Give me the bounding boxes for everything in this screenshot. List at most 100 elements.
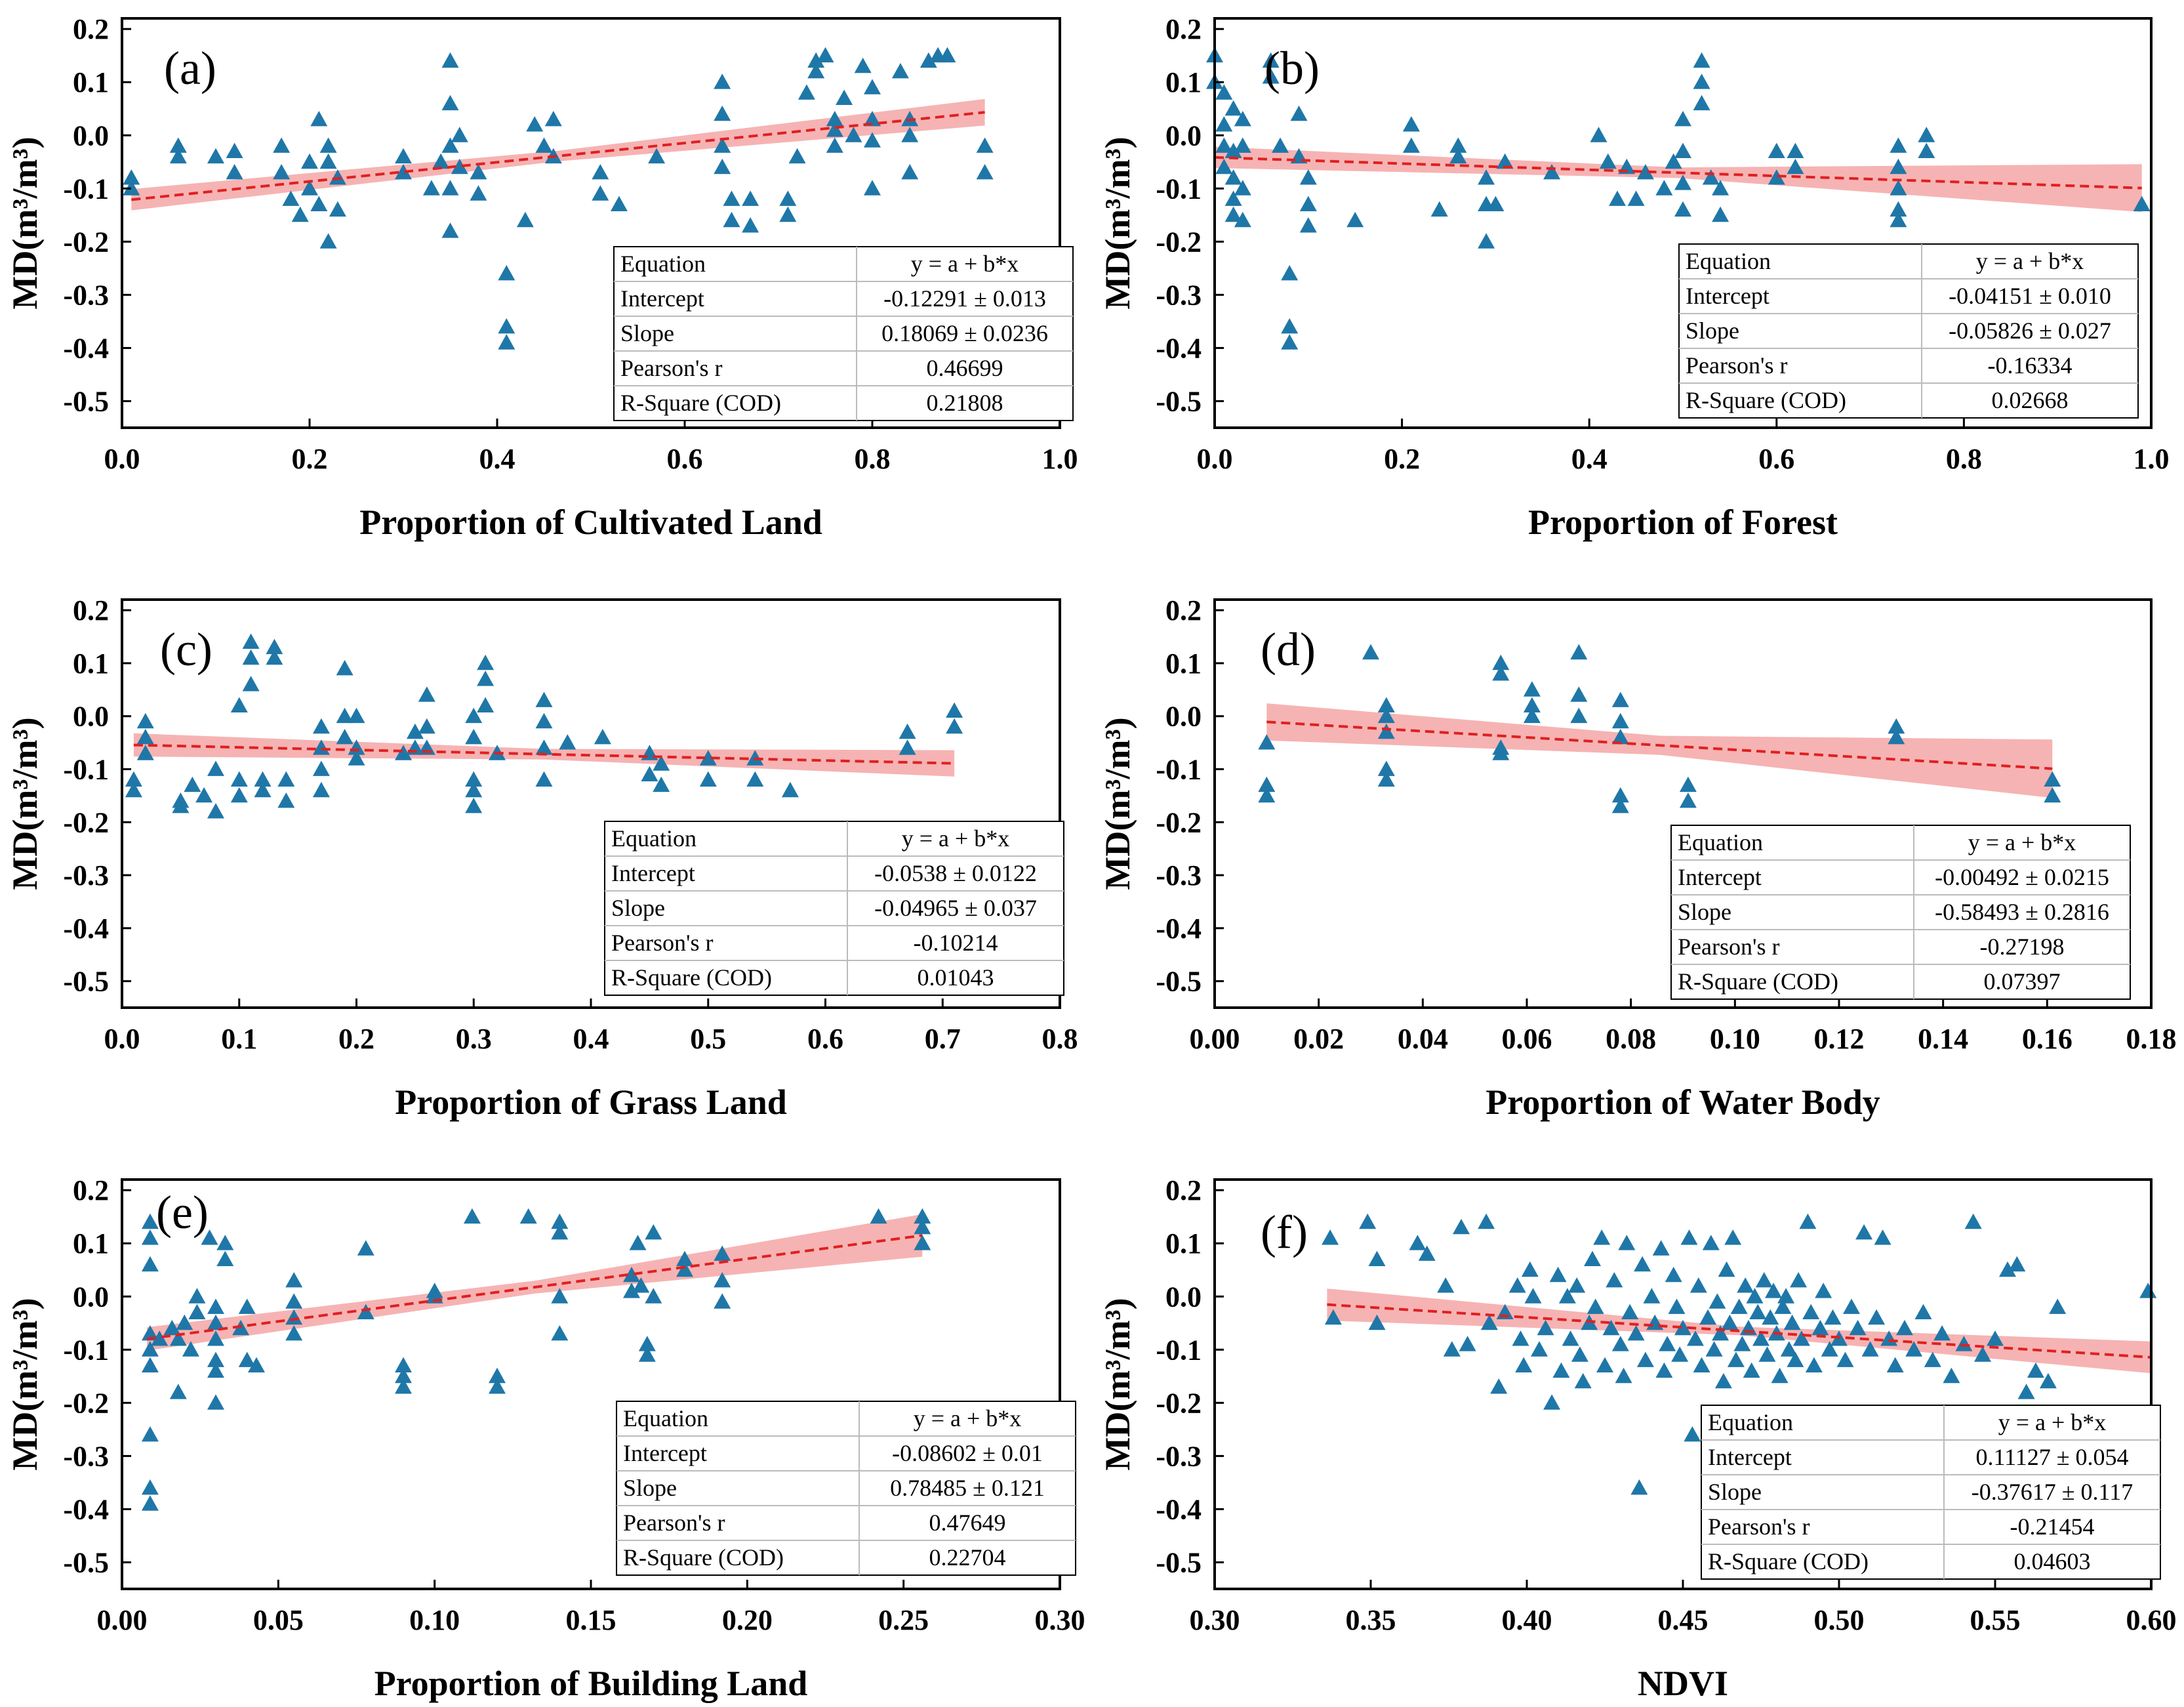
data-point-marker — [207, 1314, 224, 1330]
data-point-marker — [1258, 734, 1276, 750]
data-point-marker — [1636, 164, 1654, 180]
data-point-marker — [1665, 1266, 1682, 1283]
table-frame — [1678, 243, 2139, 419]
data-point-marker — [1890, 180, 1907, 195]
data-point-marker — [1718, 1261, 1735, 1277]
data-point-marker — [939, 47, 956, 63]
data-point-marker — [516, 211, 534, 228]
data-point-marker — [226, 164, 243, 180]
data-point-marker — [1790, 1272, 1808, 1288]
y-tick-label: -0.4 — [1156, 332, 1202, 364]
data-point-marker — [1918, 142, 1935, 158]
data-point-marker — [1437, 1277, 1455, 1293]
table-row-value: -0.16334 — [1988, 352, 2073, 379]
data-point-marker — [864, 132, 881, 148]
data-point-marker — [1914, 1304, 1932, 1319]
data-point-marker — [1774, 1298, 1792, 1314]
data-point-marker — [1768, 169, 1785, 185]
data-point-marker — [1749, 1304, 1767, 1319]
x-tick-label: 0.20 — [722, 1604, 773, 1636]
data-point-marker — [1643, 1288, 1661, 1304]
data-point-marker — [629, 1235, 647, 1250]
x-tick-label: 0.4 — [479, 443, 516, 475]
data-point-marker — [418, 718, 435, 734]
data-point-marker — [230, 771, 248, 787]
data-point-marker — [1861, 1341, 1879, 1357]
y-tick-label: 0.2 — [1165, 1174, 1202, 1206]
data-point-marker — [319, 233, 337, 249]
table-row-label: Slope — [623, 1475, 677, 1501]
panel-label: (c) — [160, 623, 212, 676]
data-point-marker — [1843, 1298, 1860, 1314]
data-point-marker — [1590, 127, 1608, 142]
data-point-marker — [526, 116, 544, 132]
data-point-marker — [123, 169, 140, 185]
data-point-marker — [310, 111, 328, 127]
data-point-marker — [1521, 1261, 1539, 1277]
data-point-marker — [357, 1240, 374, 1256]
data-point-marker — [441, 94, 459, 111]
data-point-marker — [1705, 1341, 1723, 1357]
data-point-marker — [1868, 1309, 1886, 1325]
data-point-marker — [1699, 1309, 1717, 1325]
y-tick-label: -0.4 — [63, 332, 109, 364]
panel-f: 0.30 0.35 0.40 0.45 0.50 0.55 0.60 0.2 0.1 0.0 -0.… — [1098, 1174, 2177, 1703]
table-row-label: Pearson's r — [611, 930, 713, 956]
data-point-marker — [1674, 111, 1691, 127]
data-point-marker — [1606, 1272, 1623, 1288]
data-point-marker — [551, 1224, 569, 1240]
y-tick-label: -0.2 — [63, 806, 109, 838]
data-point-marker — [1712, 180, 1729, 195]
data-point-marker — [742, 190, 759, 206]
table-row-value: 0.07397 — [1984, 968, 2061, 995]
data-point-marker — [519, 1208, 537, 1224]
data-point-marker — [1693, 1357, 1710, 1372]
y-tick-label: 0.2 — [73, 13, 109, 45]
data-point-marker — [1849, 1319, 1867, 1336]
table-frame — [1670, 825, 2131, 1000]
x-tick-label: 0.04 — [1398, 1023, 1448, 1055]
data-point-marker — [1299, 217, 1317, 233]
data-point-marker — [899, 739, 916, 755]
data-point-marker — [551, 1213, 569, 1229]
data-point-marker — [282, 190, 300, 206]
data-point-marker — [1611, 1336, 1629, 1351]
data-point-marker — [714, 105, 731, 121]
data-point-marker — [1680, 1229, 1698, 1245]
data-point-marker — [1727, 1351, 1745, 1367]
data-point-marker — [201, 1229, 218, 1245]
data-point-marker — [1709, 1293, 1726, 1309]
data-point-marker — [1890, 201, 1907, 217]
data-point-marker — [535, 712, 553, 729]
data-point-marker — [1652, 1240, 1670, 1256]
panel-label: (d) — [1261, 623, 1316, 676]
y-tick-label: -0.1 — [63, 1334, 109, 1366]
data-point-marker — [1712, 206, 1729, 222]
y-tick-label: -0.5 — [63, 966, 109, 998]
y-tick-label: -0.2 — [63, 1387, 109, 1419]
panel-label: (a) — [164, 42, 216, 94]
data-point-marker — [136, 729, 154, 745]
data-point-marker — [141, 1341, 159, 1357]
data-point-marker — [285, 1272, 303, 1288]
x-tick-label: 0.00 — [97, 1604, 148, 1636]
x-axis-title: NDVI — [1638, 1664, 1728, 1703]
x-tick-label: 0.6 — [667, 443, 703, 475]
data-point-marker — [1281, 334, 1299, 350]
data-point-marker — [1215, 116, 1233, 132]
data-point-marker — [136, 745, 154, 760]
x-tick-label: 0.06 — [1502, 1023, 1552, 1055]
data-point-marker — [1215, 137, 1233, 153]
data-point-marker — [653, 776, 670, 792]
data-point-marker — [1234, 211, 1251, 228]
data-point-marker — [1262, 68, 1280, 84]
x-tick-label: 0.60 — [2126, 1604, 2177, 1636]
y-tick-label: -0.4 — [63, 913, 109, 945]
data-point-marker — [632, 1277, 650, 1293]
data-point-marker — [395, 1378, 412, 1394]
y-tick-label: -0.4 — [1156, 913, 1202, 945]
y-tick-label: -0.5 — [1156, 385, 1202, 417]
data-point-marker — [779, 206, 797, 222]
fit-line — [146, 1234, 923, 1340]
data-point-marker — [1724, 1229, 1742, 1245]
